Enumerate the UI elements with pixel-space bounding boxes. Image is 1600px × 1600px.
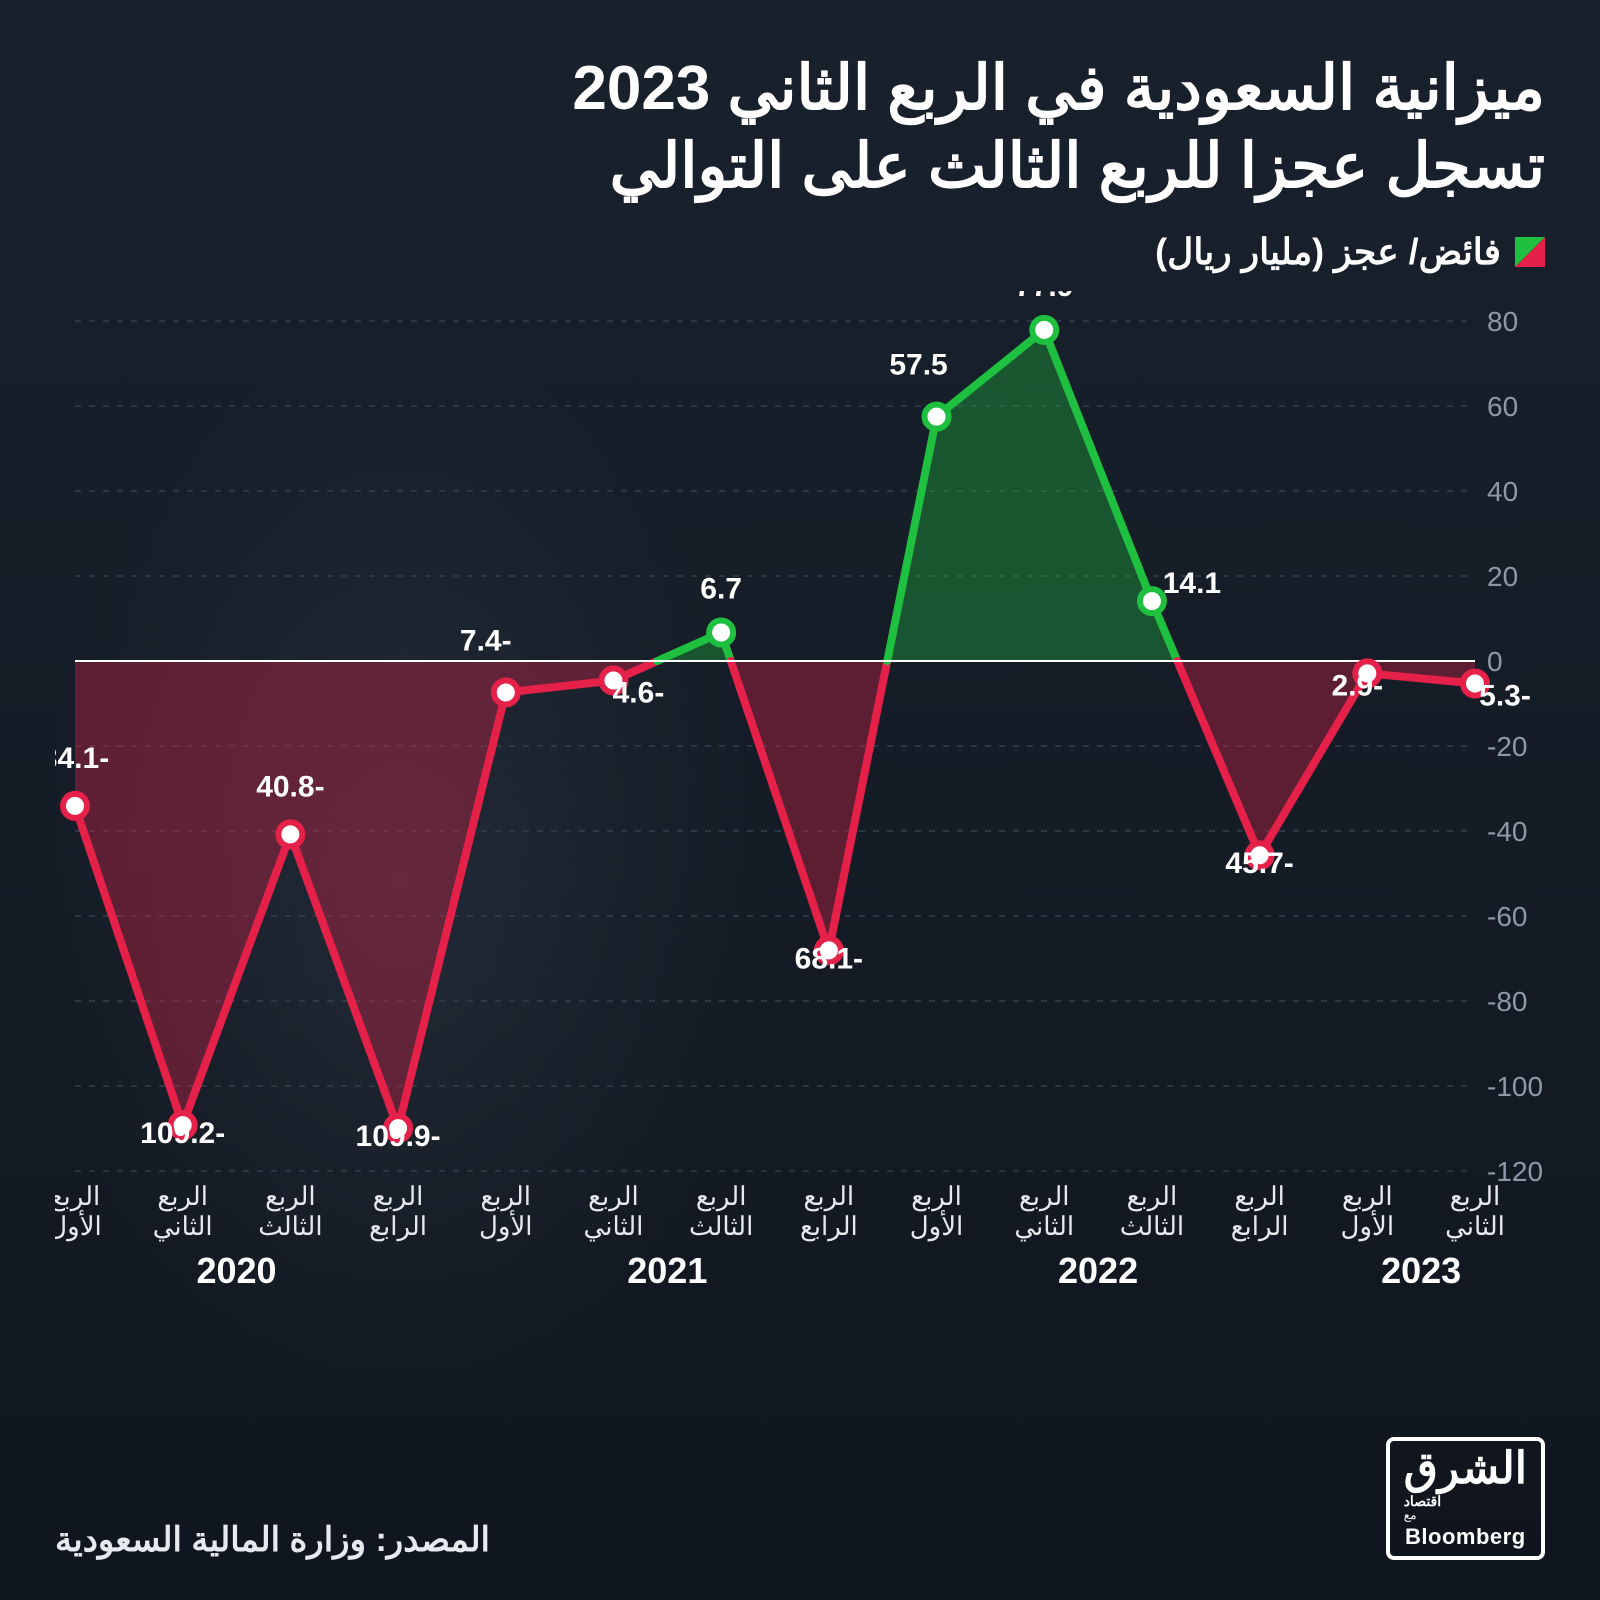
svg-text:الربع: الربع	[1342, 1181, 1393, 1212]
title-line-1: ميزانية السعودية في الربع الثاني 2023	[55, 50, 1545, 128]
svg-text:60: 60	[1487, 391, 1518, 422]
svg-text:2022: 2022	[1058, 1250, 1138, 1291]
svg-text:الربع: الربع	[265, 1181, 316, 1212]
legend-label: فائض/ عجز (مليار ريال)	[1155, 231, 1501, 273]
svg-text:45.7-: 45.7-	[1225, 847, 1293, 880]
legend-swatch-icon	[1515, 237, 1545, 267]
svg-text:الربع: الربع	[804, 1181, 855, 1212]
svg-text:الثاني: الثاني	[1014, 1211, 1074, 1241]
svg-text:الثالث: الثالث	[1120, 1211, 1184, 1241]
svg-text:الرابع: الرابع	[1231, 1211, 1289, 1242]
title-line-2: تسجل عجزا للربع الثالث على التوالي	[55, 128, 1545, 206]
svg-text:-40: -40	[1487, 816, 1527, 847]
svg-text:34.1-: 34.1-	[55, 742, 109, 775]
svg-text:الربع: الربع	[157, 1181, 208, 1212]
svg-text:2023: 2023	[1381, 1250, 1461, 1291]
logo-maa-text: مع	[1404, 1508, 1417, 1522]
svg-text:68.1-: 68.1-	[795, 942, 863, 975]
svg-text:الربع: الربع	[1450, 1181, 1501, 1212]
svg-text:الربع: الربع	[911, 1181, 962, 1212]
svg-text:الثالث: الثالث	[689, 1211, 753, 1241]
legend: فائض/ عجز (مليار ريال)	[55, 231, 1545, 273]
svg-text:الأول: الأول	[910, 1209, 964, 1242]
svg-text:الربع: الربع	[373, 1181, 424, 1212]
svg-text:الرابع: الرابع	[369, 1211, 427, 1242]
budget-chart: 806040200-20-40-60-80-100-12034.1-109.2-…	[55, 291, 1545, 1341]
logo-main-text: الشرق	[1404, 1447, 1527, 1491]
svg-text:الربع: الربع	[55, 1181, 100, 1212]
svg-text:الربع: الربع	[1127, 1181, 1178, 1212]
svg-text:الثاني: الثاني	[1445, 1211, 1505, 1241]
svg-text:0: 0	[1487, 646, 1503, 677]
svg-text:-80: -80	[1487, 986, 1527, 1017]
svg-text:2021: 2021	[627, 1250, 707, 1291]
svg-text:6.7: 6.7	[700, 573, 742, 606]
svg-text:14.1: 14.1	[1163, 567, 1221, 600]
svg-text:5.3-: 5.3-	[1479, 680, 1531, 713]
svg-text:40: 40	[1487, 476, 1518, 507]
svg-text:الأول: الأول	[479, 1209, 533, 1242]
svg-text:2.9-: 2.9-	[1331, 669, 1383, 702]
svg-text:40.8-: 40.8-	[256, 770, 324, 803]
svg-text:الثالث: الثالث	[258, 1211, 322, 1241]
svg-text:109.9-: 109.9-	[356, 1120, 441, 1153]
svg-text:الثاني: الثاني	[153, 1211, 213, 1241]
svg-text:-60: -60	[1487, 901, 1527, 932]
svg-text:7.4-: 7.4-	[460, 624, 512, 657]
logo-partner-text: Bloomberg	[1405, 1524, 1526, 1550]
svg-text:80: 80	[1487, 306, 1518, 337]
svg-text:الربع: الربع	[588, 1181, 639, 1212]
svg-text:الثاني: الثاني	[584, 1211, 644, 1241]
svg-text:2020: 2020	[196, 1250, 276, 1291]
svg-text:الأول: الأول	[55, 1209, 102, 1242]
svg-text:109.2-: 109.2-	[140, 1117, 225, 1150]
source-text: المصدر: وزارة المالية السعودية	[55, 1520, 490, 1560]
svg-text:20: 20	[1487, 561, 1518, 592]
svg-text:الربع: الربع	[1019, 1181, 1070, 1212]
svg-text:57.5: 57.5	[889, 349, 947, 382]
svg-text:الربع: الربع	[480, 1181, 531, 1212]
svg-text:-100: -100	[1487, 1071, 1543, 1102]
svg-text:-20: -20	[1487, 731, 1527, 762]
publisher-logo: الشرق اقتصاد مع Bloomberg	[1386, 1437, 1545, 1560]
svg-text:الربع: الربع	[696, 1181, 747, 1212]
svg-text:الرابع: الرابع	[800, 1211, 858, 1242]
svg-text:الأول: الأول	[1341, 1209, 1395, 1242]
svg-text:77.9: 77.9	[1015, 291, 1073, 303]
svg-text:الربع: الربع	[1234, 1181, 1285, 1212]
svg-text:4.6-: 4.6-	[613, 677, 665, 710]
